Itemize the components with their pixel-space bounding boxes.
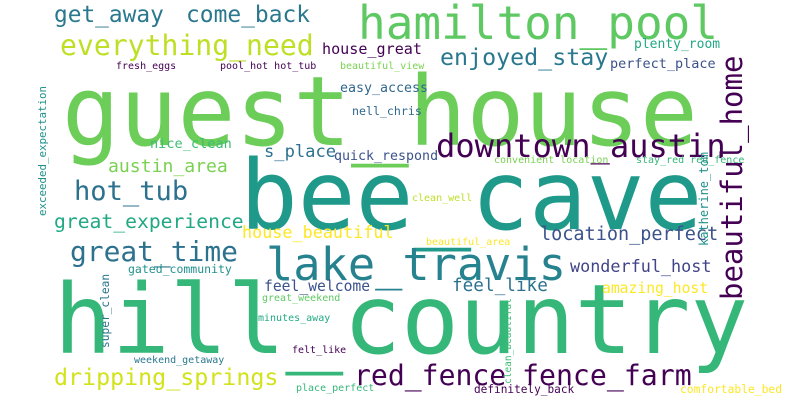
word-minutes-away: minutes_away [258, 313, 331, 324]
word-comfortable-bed: comfortable_bed [680, 383, 783, 396]
word-hill-country: hill_country [54, 264, 749, 376]
word-location-perfect: location_perfect [540, 224, 719, 245]
word-clean-beautiful: clean_beautiful [503, 298, 514, 384]
word-fresh-eggs: fresh_eggs [116, 61, 177, 72]
word-great-time: great_time [70, 235, 238, 268]
word-hamilton-pool: hamilton_pool [358, 0, 719, 50]
word-clean-well: clean_well [412, 193, 473, 204]
word-red-fence: red_fence [354, 359, 507, 392]
word-house-great: house_great [322, 40, 422, 58]
word-easy-access: easy_access [340, 81, 429, 96]
word-fence-farm: fence_farm [522, 359, 692, 392]
word-downtown-austin: downtown_austin [436, 127, 726, 165]
word-felt-like: felt_like [292, 345, 347, 356]
word-weekend-getaway: weekend_getaway [134, 355, 225, 366]
word-guest-house: guest_house [62, 56, 698, 168]
word-quick-respond: quick_respond [334, 149, 439, 164]
word-come-back: come_back [186, 2, 311, 28]
word-stay-red-red-fence: stay_red red_fence [636, 155, 745, 166]
word-gated-community: gated_community [128, 262, 232, 276]
word-super-clean: super_clean [99, 273, 112, 348]
word-feel-welcome: feel_welcome [264, 278, 371, 295]
word-hot-tub: hot_tub [74, 176, 189, 207]
word-katherine-tom: katherine_tom [697, 152, 711, 246]
word-bee-cave: bee_cave [240, 140, 703, 252]
word-nice-clean: nice_clean [150, 136, 232, 152]
word-everything-need: everything_need [60, 29, 314, 62]
word-feel-like: feel_like [452, 276, 548, 296]
word-enjoyed-stay: enjoyed_stay [440, 44, 609, 71]
word-beautiful-area: beautiful_area [426, 237, 511, 248]
word-great-experience: great_experience [54, 210, 244, 233]
word-great-weekend: great_weekend [262, 293, 341, 304]
word-lake-travis: lake_travis [266, 238, 566, 291]
word-place-perfect: place_perfect [296, 383, 375, 394]
word-plenty-room: plenty_room [634, 37, 721, 52]
word-dripping-springs: dripping_springs [54, 364, 279, 391]
word-beautiful-home: beautiful_home [715, 55, 749, 300]
word-definitely-back: definitely_back [474, 383, 575, 396]
word-nell-chris: nell_chris [352, 104, 422, 118]
word-austin-area: austin_area [108, 156, 228, 177]
word-wonderful-host: wonderful_host [570, 256, 712, 276]
word-s-place: s_place [264, 142, 337, 162]
word-amazing-host: amazing_host [602, 280, 709, 297]
word-pool-hot-hot-tub: pool_hot hot_tub [220, 61, 317, 72]
word-convenient-location: convenient location [494, 155, 609, 166]
word-beautiful-view: beautiful_view [340, 61, 425, 72]
word-house-beautiful: house_beautiful [242, 222, 394, 242]
word-exceeded-expectation: exceeded_expectation [36, 85, 49, 216]
word-perfect-place: perfect_place [610, 56, 716, 72]
word-get-away: get_away [54, 2, 164, 28]
